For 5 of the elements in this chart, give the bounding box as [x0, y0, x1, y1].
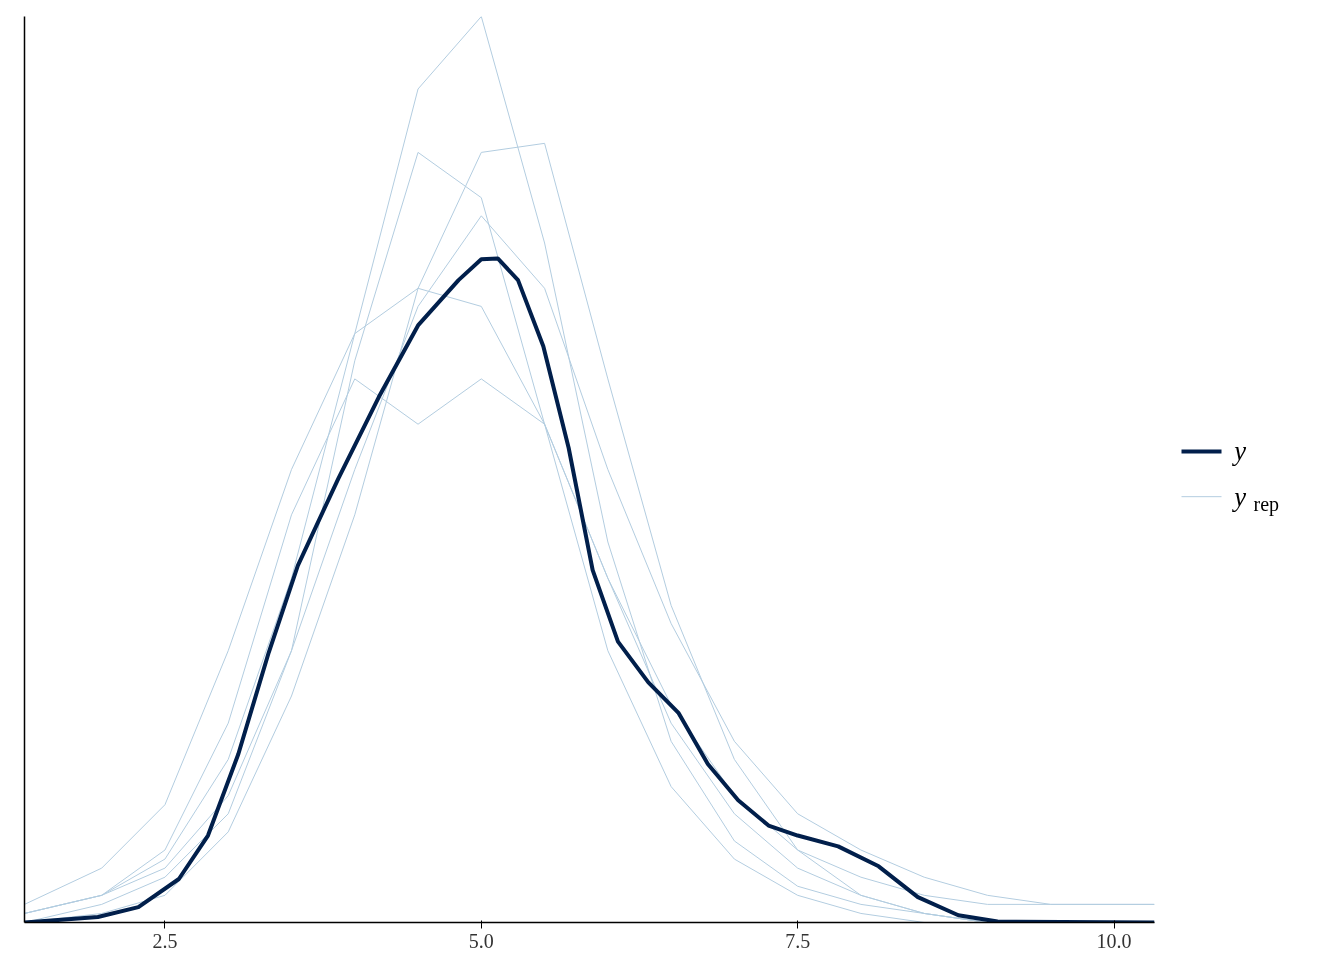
x-tick-label: 10.0	[1096, 929, 1132, 952]
x-tick-label: 7.5	[785, 929, 811, 952]
legend-label: y	[1231, 436, 1247, 467]
x-tick-label: 5.0	[468, 929, 494, 952]
x-tick-label: 2.5	[152, 929, 178, 952]
